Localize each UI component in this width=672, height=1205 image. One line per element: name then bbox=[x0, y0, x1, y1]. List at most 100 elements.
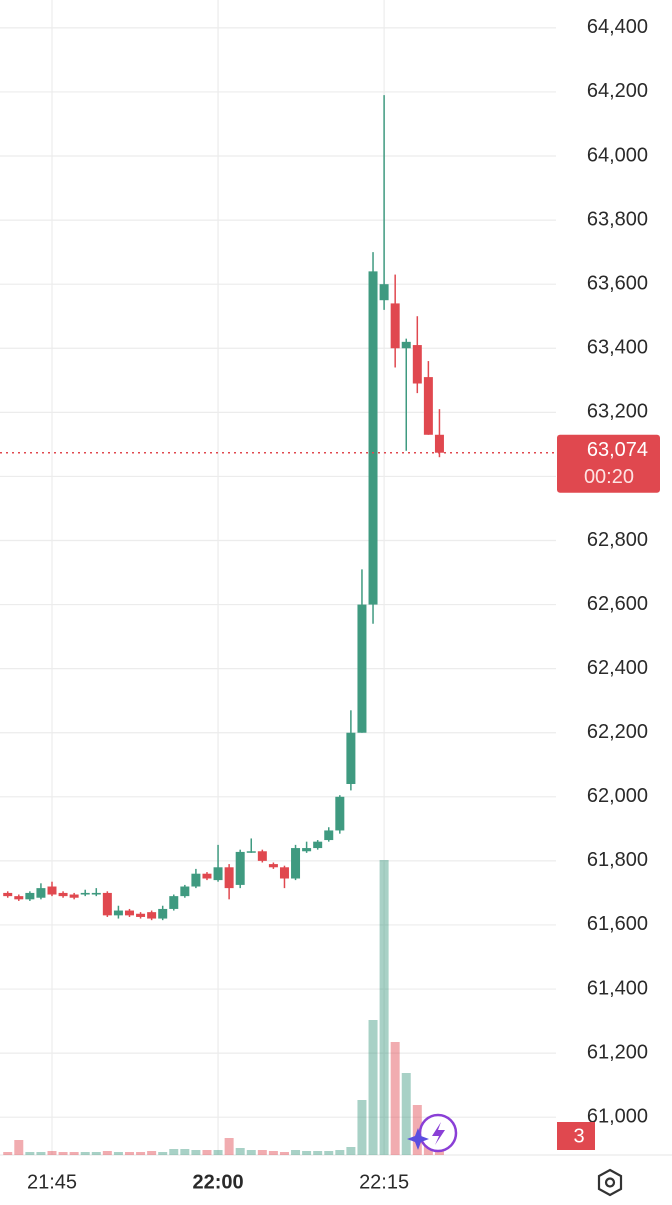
y-tick-label: 61,200 bbox=[587, 1041, 648, 1063]
y-tick-label: 62,400 bbox=[587, 657, 648, 679]
y-tick-label: 62,800 bbox=[587, 529, 648, 551]
volume-bar bbox=[136, 1152, 146, 1155]
volume-bar bbox=[401, 1073, 411, 1155]
volume-bar bbox=[124, 1152, 134, 1155]
candles bbox=[3, 95, 444, 921]
volume-bar bbox=[25, 1152, 35, 1155]
volume-bar bbox=[224, 1138, 234, 1155]
last-price-label: 63,074 bbox=[587, 439, 648, 461]
settings-button[interactable] bbox=[597, 1168, 623, 1197]
candle-body bbox=[58, 892, 68, 897]
candle-body bbox=[390, 303, 400, 349]
candle-body bbox=[357, 604, 367, 733]
y-tick-label: 63,800 bbox=[587, 208, 648, 230]
candle-body bbox=[80, 892, 90, 895]
candle-body bbox=[69, 894, 79, 898]
volume-bar bbox=[147, 1151, 157, 1155]
y-tick-label: 63,400 bbox=[587, 337, 648, 359]
candle-body bbox=[268, 864, 278, 868]
candle-body bbox=[412, 345, 422, 384]
volume-bar bbox=[69, 1152, 79, 1155]
candle-body bbox=[3, 892, 13, 897]
candle-body bbox=[401, 341, 411, 349]
countdown-label: 00:20 bbox=[584, 466, 634, 488]
y-tick-label: 64,400 bbox=[587, 16, 648, 38]
y-tick-label: 63,600 bbox=[587, 272, 648, 294]
y-tick-label: 64,200 bbox=[587, 80, 648, 102]
y-tick-label: 63,200 bbox=[587, 401, 648, 423]
volume-bar bbox=[313, 1151, 323, 1155]
y-tick-label: 61,600 bbox=[587, 913, 648, 935]
settings-icon bbox=[597, 1168, 623, 1197]
settings-icon-center bbox=[604, 1177, 616, 1188]
volume-bar bbox=[202, 1150, 212, 1155]
labels: 61,000 61,200 61,400 61,600 61,800 62,000 62,2… bbox=[0, 16, 660, 1193]
candle-body bbox=[379, 284, 389, 301]
candle-body bbox=[169, 896, 179, 909]
volume-bar bbox=[213, 1150, 223, 1155]
y-tick-label: 62,600 bbox=[587, 593, 648, 615]
badge-label: 3 bbox=[573, 1125, 584, 1147]
y-tick-label: 62,000 bbox=[587, 785, 648, 807]
volume-bar bbox=[235, 1148, 245, 1155]
candle-body bbox=[368, 271, 378, 605]
volume-bar bbox=[324, 1151, 334, 1155]
candle-body bbox=[423, 377, 433, 435]
badge bbox=[557, 1122, 595, 1150]
volume-bar bbox=[279, 1152, 289, 1155]
ai-button[interactable] bbox=[407, 1113, 458, 1153]
candle-body bbox=[113, 910, 123, 916]
candle-body bbox=[434, 434, 444, 453]
candle-body bbox=[224, 867, 234, 889]
volume-bar bbox=[390, 1042, 400, 1155]
volume-bar bbox=[58, 1152, 68, 1155]
x-tick-label: 22:15 bbox=[359, 1171, 409, 1193]
volume-bar bbox=[169, 1149, 179, 1155]
candle-body bbox=[279, 867, 289, 879]
candle-body bbox=[213, 867, 223, 881]
volume-bar bbox=[14, 1140, 24, 1155]
volume-bar bbox=[346, 1147, 356, 1155]
volume-bar bbox=[357, 1100, 367, 1155]
candle-body bbox=[180, 886, 190, 897]
candle-body bbox=[25, 892, 35, 900]
volume-bar bbox=[158, 1152, 168, 1155]
y-tick-label: 61,400 bbox=[587, 977, 648, 999]
candle-body bbox=[102, 892, 112, 916]
volume-bar bbox=[257, 1150, 267, 1155]
volume-bar bbox=[80, 1152, 90, 1155]
y-tick-label: 61,000 bbox=[587, 1105, 648, 1127]
candle-body bbox=[291, 848, 301, 879]
candle-body bbox=[124, 910, 134, 916]
candle-body bbox=[335, 796, 345, 831]
candle-body bbox=[91, 892, 101, 895]
volume-bar bbox=[36, 1152, 46, 1155]
candle-body bbox=[313, 841, 323, 849]
bolt-icon bbox=[432, 1122, 445, 1145]
volume-bar bbox=[302, 1151, 312, 1155]
candle-body bbox=[47, 886, 57, 895]
volume-bar bbox=[113, 1152, 123, 1155]
candle-body bbox=[246, 851, 256, 853]
candle-body bbox=[191, 873, 201, 887]
volume-bar bbox=[379, 860, 389, 1155]
volume-bar bbox=[191, 1150, 201, 1155]
x-tick-label: 21:45 bbox=[27, 1171, 77, 1193]
candle-body bbox=[202, 873, 212, 879]
volume-bar bbox=[246, 1150, 256, 1155]
last-price-tag bbox=[557, 434, 660, 493]
volume-bar bbox=[3, 1152, 13, 1155]
candle-body bbox=[158, 908, 168, 919]
candle-body bbox=[324, 830, 334, 841]
y-tick-label: 61,800 bbox=[587, 849, 648, 871]
candle-body bbox=[147, 912, 157, 919]
x-tick-label: 22:00 bbox=[192, 1171, 243, 1193]
candle-body bbox=[302, 848, 312, 852]
candle-body bbox=[235, 851, 245, 885]
y-tick-label: 64,000 bbox=[587, 144, 648, 166]
volume-bar bbox=[47, 1151, 57, 1155]
volume-bar bbox=[102, 1151, 112, 1155]
candle-body bbox=[346, 732, 356, 784]
